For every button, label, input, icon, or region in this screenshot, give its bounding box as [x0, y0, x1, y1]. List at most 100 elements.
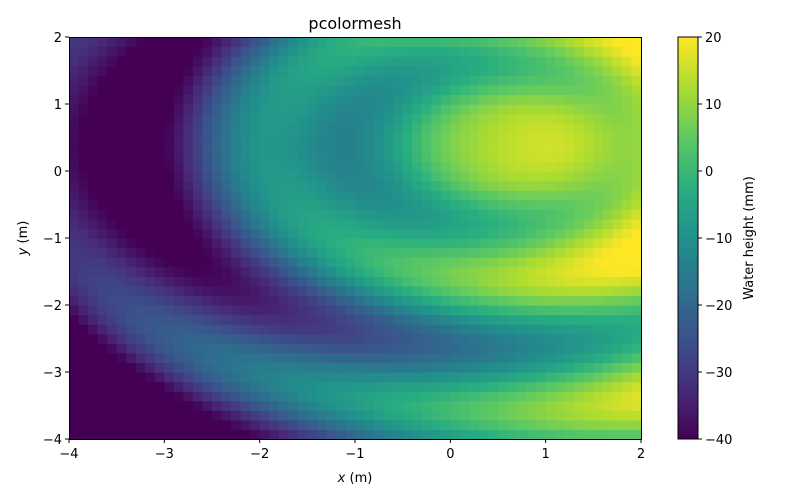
- heatmap-cell: [326, 391, 337, 402]
- heatmap-cell: [164, 285, 175, 297]
- heatmap-cell: [431, 381, 442, 392]
- heatmap-cell: [440, 410, 451, 421]
- heatmap-cell: [240, 352, 251, 364]
- heatmap-cell: [593, 343, 604, 354]
- heatmap-cell: [517, 343, 528, 354]
- heatmap-cell: [536, 238, 547, 249]
- heatmap-cell: [469, 295, 480, 306]
- heatmap-cell: [297, 171, 308, 182]
- heatmap-cell: [555, 113, 566, 124]
- heatmap-cell: [517, 372, 528, 383]
- heatmap-cell: [612, 37, 623, 48]
- heatmap-cell: [69, 257, 80, 268]
- heatmap-cell: [412, 238, 423, 249]
- heatmap-cell: [145, 391, 156, 402]
- heatmap-cell: [574, 247, 585, 258]
- heatmap-cell: [154, 305, 165, 316]
- heatmap-cell: [259, 104, 270, 115]
- heatmap-cell: [278, 429, 289, 440]
- heatmap-cell: [450, 218, 461, 230]
- heatmap-cell: [307, 362, 318, 373]
- heatmap-cell: [421, 314, 432, 325]
- heatmap-cell: [488, 352, 499, 364]
- heatmap-cell: [135, 75, 146, 86]
- heatmap-cell: [240, 84, 251, 96]
- heatmap-cell: [536, 266, 547, 277]
- heatmap-cell: [593, 333, 604, 344]
- heatmap-cell: [431, 46, 442, 57]
- heatmap-cell: [412, 56, 423, 67]
- heatmap-cell: [574, 391, 585, 402]
- heatmap-cell: [564, 247, 575, 258]
- heatmap-cell: [221, 391, 232, 402]
- heatmap-cell: [469, 285, 480, 297]
- heatmap-cell: [612, 429, 623, 440]
- heatmap-cell: [288, 343, 299, 354]
- heatmap-cell: [97, 37, 108, 48]
- heatmap-cell: [593, 247, 604, 258]
- heatmap-cell: [440, 161, 451, 172]
- heatmap-cell: [412, 333, 423, 344]
- heatmap-cell: [173, 324, 184, 335]
- heatmap-cell: [212, 199, 223, 210]
- heatmap-cell: [231, 247, 242, 258]
- heatmap-cell: [498, 132, 509, 143]
- heatmap-cell: [192, 161, 204, 172]
- heatmap-cell: [192, 362, 204, 373]
- heatmap-cell: [564, 190, 575, 201]
- heatmap-cell: [326, 75, 337, 86]
- heatmap-cell: [364, 46, 375, 57]
- heatmap-cell: [364, 352, 375, 364]
- heatmap-cell: [364, 381, 375, 392]
- heatmap-cell: [545, 266, 556, 277]
- heatmap-cell: [507, 362, 518, 373]
- heatmap-cell: [536, 429, 547, 440]
- heatmap-cell: [116, 228, 127, 239]
- heatmap-cell: [288, 75, 299, 86]
- heatmap-cell: [431, 132, 442, 143]
- heatmap-cell: [478, 65, 490, 76]
- heatmap-cell: [173, 228, 184, 239]
- heatmap-cell: [498, 324, 509, 335]
- heatmap-cell: [469, 381, 480, 392]
- heatmap-cell: [459, 94, 470, 105]
- heatmap-cell: [478, 391, 490, 402]
- heatmap-cell: [145, 171, 156, 182]
- heatmap-cell: [583, 238, 594, 249]
- heatmap-cell: [555, 400, 566, 411]
- heatmap-cell: [307, 65, 318, 76]
- heatmap-cell: [240, 37, 251, 48]
- heatmap-cell: [517, 333, 528, 344]
- heatmap-cell: [459, 75, 470, 86]
- heatmap-cell: [192, 65, 204, 76]
- heatmap-cell: [402, 305, 413, 316]
- heatmap-cell: [393, 333, 404, 344]
- heatmap-cell: [364, 410, 375, 421]
- heatmap-cell: [173, 400, 184, 411]
- heatmap-cell: [173, 419, 184, 431]
- heatmap-cell: [231, 104, 242, 115]
- heatmap-cell: [269, 171, 280, 182]
- heatmap-cell: [316, 171, 327, 182]
- heatmap-cell: [536, 343, 547, 354]
- heatmap-cell: [488, 266, 499, 277]
- heatmap-cell: [450, 142, 461, 153]
- heatmap-cell: [116, 46, 127, 57]
- heatmap-cell: [202, 429, 213, 440]
- heatmap-cell: [97, 190, 108, 201]
- heatmap-cell: [602, 266, 613, 277]
- heatmap-cell: [602, 391, 613, 402]
- heatmap-cell: [345, 104, 356, 115]
- heatmap-cell: [164, 94, 175, 105]
- heatmap-cell: [183, 362, 194, 373]
- heatmap-cell: [374, 37, 385, 48]
- heatmap-cell: [307, 190, 318, 201]
- heatmap-cell: [517, 123, 528, 134]
- heatmap-cell: [374, 324, 385, 335]
- heatmap-cell: [459, 190, 470, 201]
- heatmap-cell: [431, 352, 442, 364]
- heatmap-cell: [288, 161, 299, 172]
- heatmap-cell: [631, 400, 642, 411]
- heatmap-cell: [173, 410, 184, 421]
- heatmap-cell: [278, 132, 289, 143]
